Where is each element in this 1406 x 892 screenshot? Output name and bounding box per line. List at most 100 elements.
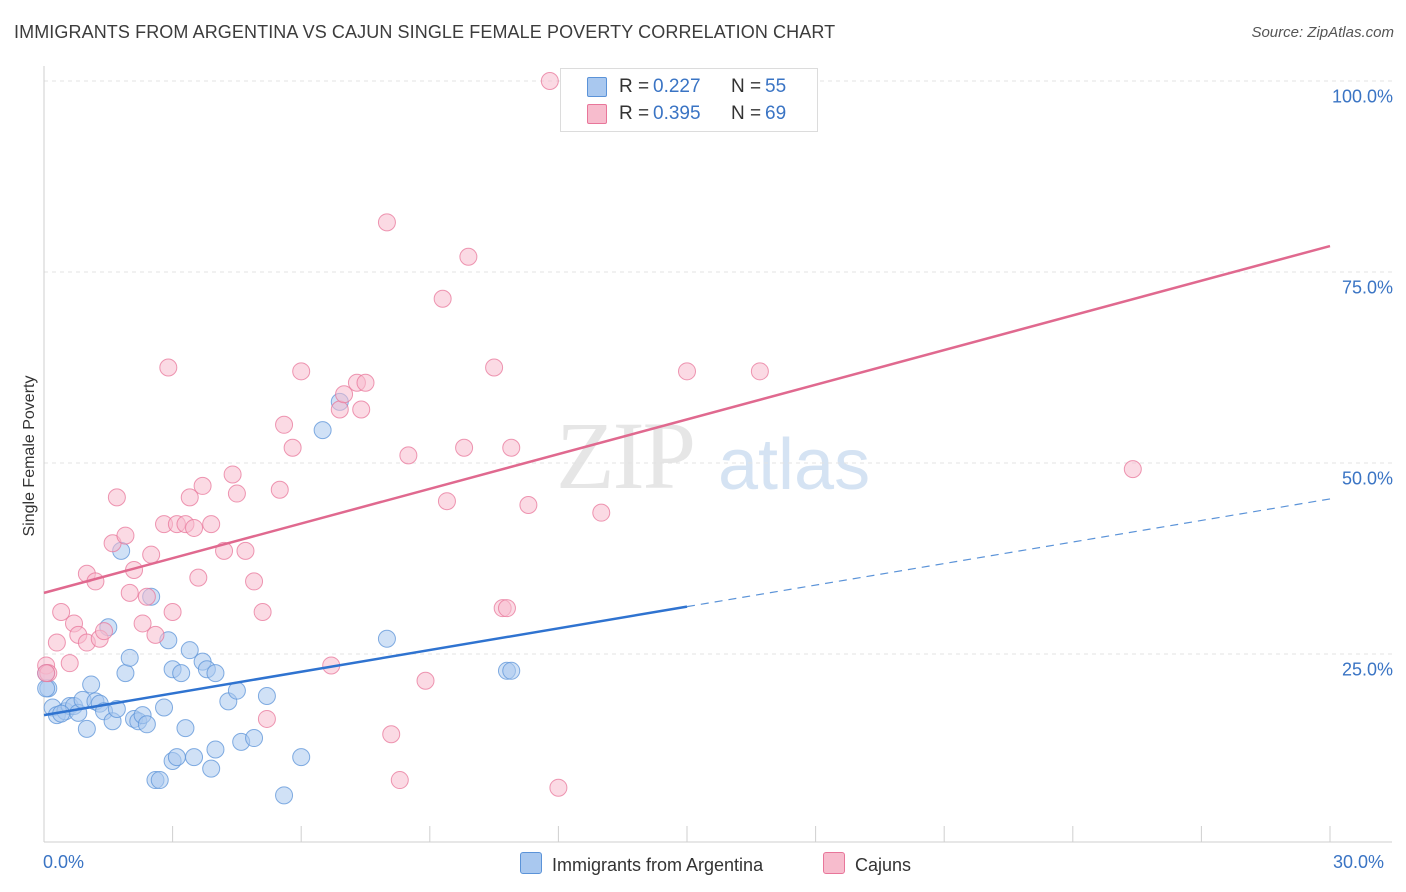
data-point (498, 600, 515, 617)
n-label: N = (731, 76, 761, 98)
data-point (83, 676, 100, 693)
data-point (550, 779, 567, 796)
data-point (194, 477, 211, 494)
data-point (456, 439, 473, 456)
legend-swatch (823, 852, 845, 874)
r-value: 0.227 (653, 76, 701, 98)
series-swatch (587, 104, 607, 124)
data-point (61, 655, 78, 672)
data-point (276, 787, 293, 804)
scatter-plot (0, 0, 1406, 892)
data-point (460, 248, 477, 265)
data-point (434, 290, 451, 307)
legend-swatch (520, 852, 542, 874)
data-point (138, 716, 155, 733)
trend-line-cajuns (44, 246, 1330, 593)
data-point (331, 401, 348, 418)
data-point (271, 481, 288, 498)
data-point (186, 519, 203, 536)
legend-label: Immigrants from Argentina (552, 855, 763, 875)
stats-row-argentina: R = 0.227 N = 55 (561, 74, 817, 100)
data-point (108, 489, 125, 506)
data-point (417, 672, 434, 689)
data-point (378, 630, 395, 647)
data-point (1124, 461, 1141, 478)
r-label: R = (619, 103, 649, 125)
data-point (207, 665, 224, 682)
y-tick-label: 100.0% (1332, 87, 1393, 108)
data-point (190, 569, 207, 586)
x-tick-label: 0.0% (43, 852, 84, 873)
y-tick-label: 50.0% (1342, 469, 1393, 490)
data-point (276, 416, 293, 433)
data-point (186, 749, 203, 766)
legend-label: Cajuns (855, 855, 911, 875)
data-points (38, 73, 1142, 804)
data-point (246, 573, 263, 590)
axes (44, 66, 1392, 842)
series-swatch (587, 77, 607, 97)
data-point (78, 720, 95, 737)
data-point (38, 680, 55, 697)
data-point (138, 588, 155, 605)
stats-box: R = 0.227 N = 55 R = 0.395 N = 69 (560, 68, 818, 132)
data-point (156, 699, 173, 716)
data-point (503, 439, 520, 456)
data-point (357, 374, 374, 391)
data-point (147, 626, 164, 643)
data-point (164, 603, 181, 620)
data-point (117, 665, 134, 682)
r-value: 0.395 (653, 103, 701, 125)
data-point (293, 363, 310, 380)
data-point (151, 772, 168, 789)
data-point (314, 422, 331, 439)
data-point (383, 726, 400, 743)
data-point (207, 741, 224, 758)
data-point (438, 493, 455, 510)
data-point (228, 485, 245, 502)
data-point (96, 623, 113, 640)
data-point (486, 359, 503, 376)
data-point (246, 730, 263, 747)
data-point (258, 688, 275, 705)
data-point (203, 760, 220, 777)
data-point (541, 73, 558, 90)
data-point (751, 363, 768, 380)
data-point (203, 516, 220, 533)
data-point (293, 749, 310, 766)
data-point (391, 772, 408, 789)
data-point (520, 497, 537, 514)
data-point (160, 359, 177, 376)
data-point (121, 584, 138, 601)
data-point (237, 542, 254, 559)
data-point (503, 662, 520, 679)
data-point (117, 527, 134, 544)
data-point (593, 504, 610, 521)
y-tick-label: 75.0% (1342, 278, 1393, 299)
stats-row-cajuns: R = 0.395 N = 69 (561, 101, 817, 127)
n-value: 55 (765, 76, 786, 98)
data-point (173, 665, 190, 682)
data-point (143, 546, 160, 563)
data-point (121, 649, 138, 666)
y-axis-label: Single Female Poverty (21, 376, 39, 537)
x-tick-label: 30.0% (1333, 852, 1384, 873)
data-point (679, 363, 696, 380)
n-label: N = (731, 103, 761, 125)
data-point (48, 634, 65, 651)
data-point (168, 749, 185, 766)
grid-lines (44, 81, 1392, 654)
data-point (400, 447, 417, 464)
data-point (177, 720, 194, 737)
data-point (258, 710, 275, 727)
data-point (284, 439, 301, 456)
legend-item-argentina[interactable]: Immigrants from Argentina (520, 852, 763, 876)
data-point (353, 401, 370, 418)
n-value: 69 (765, 103, 786, 125)
data-point (254, 603, 271, 620)
y-tick-label: 25.0% (1342, 660, 1393, 681)
data-point (378, 214, 395, 231)
r-label: R = (619, 76, 649, 98)
trend-line-argentina-projection (687, 499, 1330, 607)
legend-item-cajuns[interactable]: Cajuns (823, 852, 911, 876)
